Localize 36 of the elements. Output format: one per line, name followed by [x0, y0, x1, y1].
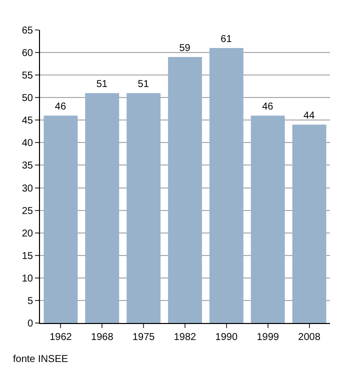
y-tick-label: 5	[27, 296, 34, 307]
bar	[168, 57, 202, 323]
data-label: 61	[220, 34, 232, 46]
x-tick-label: 1990	[215, 332, 238, 343]
y-tick-label: 50	[22, 93, 34, 104]
y-tick-label: 45	[22, 116, 34, 127]
x-tick-label: 1999	[256, 332, 280, 343]
data-label: 59	[179, 43, 191, 54]
data-label: 51	[138, 79, 150, 90]
y-tick-label: 35	[22, 160, 34, 172]
data-label: 44	[304, 110, 316, 122]
bar	[126, 93, 161, 323]
y-tick-label: 65	[22, 26, 34, 36]
y-tick-label: 30	[22, 183, 34, 194]
y-tick-label: 0	[27, 318, 34, 330]
data-label: 46	[262, 102, 274, 113]
x-tick-label: 1975	[132, 332, 156, 343]
data-label: 51	[96, 79, 108, 90]
x-tick-label: 1982	[174, 332, 197, 343]
y-tick-label: 60	[22, 48, 34, 60]
bar	[85, 93, 120, 323]
bar	[292, 124, 326, 323]
y-tick-label: 25	[22, 206, 34, 217]
x-tick-label: 1968	[91, 332, 114, 343]
source-note: fonte INSEE	[13, 354, 68, 365]
x-tick-label: 2008	[298, 332, 321, 343]
bar	[44, 116, 78, 323]
bar	[250, 116, 285, 323]
bar	[209, 48, 244, 323]
y-tick-label: 10	[22, 273, 34, 284]
y-tick-label: 40	[22, 138, 34, 150]
y-tick-label: 15	[22, 250, 34, 262]
y-tick-label: 55	[22, 70, 34, 82]
data-label: 46	[54, 102, 66, 113]
x-tick-label: 1962	[50, 332, 72, 343]
y-tick-label: 20	[22, 228, 34, 240]
